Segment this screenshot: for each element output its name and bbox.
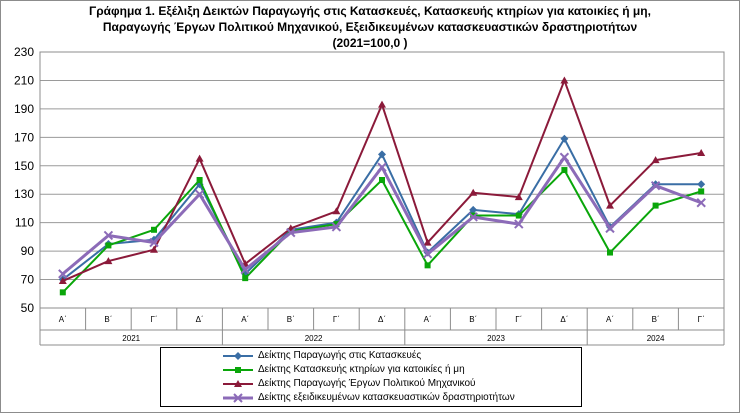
series-0-point-11 [560,134,569,143]
series-2-point-11 [560,76,569,84]
y-tick-label-150: 150 [14,159,34,173]
series-line-1 [62,169,702,294]
legend-label-construction: Δείκτης Παραγωγής στις Κατασκευές [258,350,422,361]
legend-label-civil-engineering: Δείκτης Παραγωγής Έργων Πολιτικού Μηχανι… [258,378,476,389]
series-3-point-5 [286,227,296,238]
series-2-point-9 [469,188,478,196]
year-label-2021: 2021 [122,334,140,343]
x-tick-label-14: Γ΄ [698,315,705,324]
series-2-point-0 [58,276,67,284]
series-1-point-0 [59,289,66,296]
legend-label-specialised: Δείκτης εξειδικευμένων κατασκευαστικών δ… [258,392,515,403]
legend-marker-specialised [223,393,253,403]
series-1-point-8 [424,262,431,269]
series-0-point-14 [697,180,706,189]
chart-title: Γράφημα 1. Εξέλιξη Δεικτών Παραγωγής στι… [40,3,700,51]
series-3-point-7 [377,162,387,172]
series-3-point-8 [422,249,433,259]
series-1-point-1 [105,242,112,249]
x-tick-label-3: Δ΄ [196,315,204,324]
x-tick-label-0: Α΄ [59,315,67,324]
legend-marker-civil-engineering [223,380,253,387]
series-1-point-13 [652,202,659,209]
series-1-point-14 [698,188,705,195]
x-tick-label-4: Α΄ [241,315,249,324]
series-line-3 [61,155,702,276]
x-tick-label-8: Α΄ [424,315,432,324]
x-tick-label-12: Α΄ [606,315,614,324]
legend-label-buildings: Δείκτης Κατασκευής κτηρίων για κατοικίες… [258,364,465,375]
series-2-point-13 [651,156,660,164]
series-3-point-12 [605,223,615,234]
x-tick-label-2: Γ΄ [150,315,157,324]
series-1-point-6 [333,221,340,228]
series-3-point-9 [468,212,478,222]
series-2-point-14 [697,148,706,156]
series-2-point-2 [150,245,158,253]
year-label-2022: 2022 [305,334,323,343]
series-2-point-3 [195,154,204,162]
x-tick-label-10: Γ΄ [515,315,522,324]
x-tick-label-6: Γ΄ [333,315,340,324]
y-tick-label-230: 230 [14,45,34,59]
series-1-point-3 [196,177,203,183]
y-tick-label-70: 70 [21,273,35,287]
x-tick-label-13: Β΄ [652,315,660,324]
series-line-0 [62,137,702,281]
series-3-point-11 [559,152,570,162]
y-tick-label-210: 210 [14,73,34,87]
y-tick-label-110: 110 [15,216,34,230]
series-0-point-7 [378,150,386,159]
x-tick-label-7: Δ΄ [378,315,386,324]
x-tick-label-9: Β΄ [469,315,477,324]
series-2-point-8 [423,238,432,246]
x-tick-label-5: Β΄ [287,315,295,324]
series-3-point-4 [240,264,250,275]
series-3-point-0 [58,269,68,279]
series-2-point-1 [104,257,113,265]
chart-title-line-2: Παραγωγής Έργων Πολιτικού Μηχανικού, Εξε… [102,20,638,34]
y-tick-label-190: 190 [14,102,34,116]
y-tick-label-130: 130 [14,187,34,201]
series-1-point-10 [515,212,522,219]
chart-title-line-3: (2021=100,0 ) [332,36,408,50]
chart-title-line-1: Γράφημα 1. Εξέλιξη Δεικτών Παραγωγής στι… [89,4,651,18]
series-2-point-10 [514,193,523,201]
series-0-point-9 [469,205,478,214]
y-tick-label-170: 170 [14,130,34,144]
series-3-point-3 [194,189,205,199]
series-1-point-7 [379,177,385,183]
series-1-point-12 [607,249,613,256]
series-1-point-4 [242,275,249,282]
series-2-point-12 [606,201,614,209]
legend-marker-buildings [223,367,253,373]
chart-legend: Δείκτης Παραγωγής στις Κατασκευές Δείκτη… [160,347,582,407]
y-tick-label-50: 50 [21,301,35,315]
series-3-point-6 [331,222,342,232]
series-2-point-6 [332,207,341,215]
series-3-point-1 [103,230,114,241]
series-3-point-14 [696,198,706,208]
x-tick-label-11: Δ΄ [560,315,568,324]
series-2-point-7 [378,100,386,108]
year-label-2023: 2023 [487,334,505,343]
plot-area-border [39,51,725,309]
legend-marker-construction [223,352,253,360]
series-1-point-2 [151,226,157,233]
y-tick-label-90: 90 [21,244,35,258]
series-3-point-13 [650,180,661,191]
x-tick-label-1: Β΄ [104,315,112,324]
series-1-point-11 [561,167,568,174]
year-label-2024: 2024 [647,334,665,343]
series-3-point-2 [149,237,159,248]
series-3-point-10 [514,219,524,229]
